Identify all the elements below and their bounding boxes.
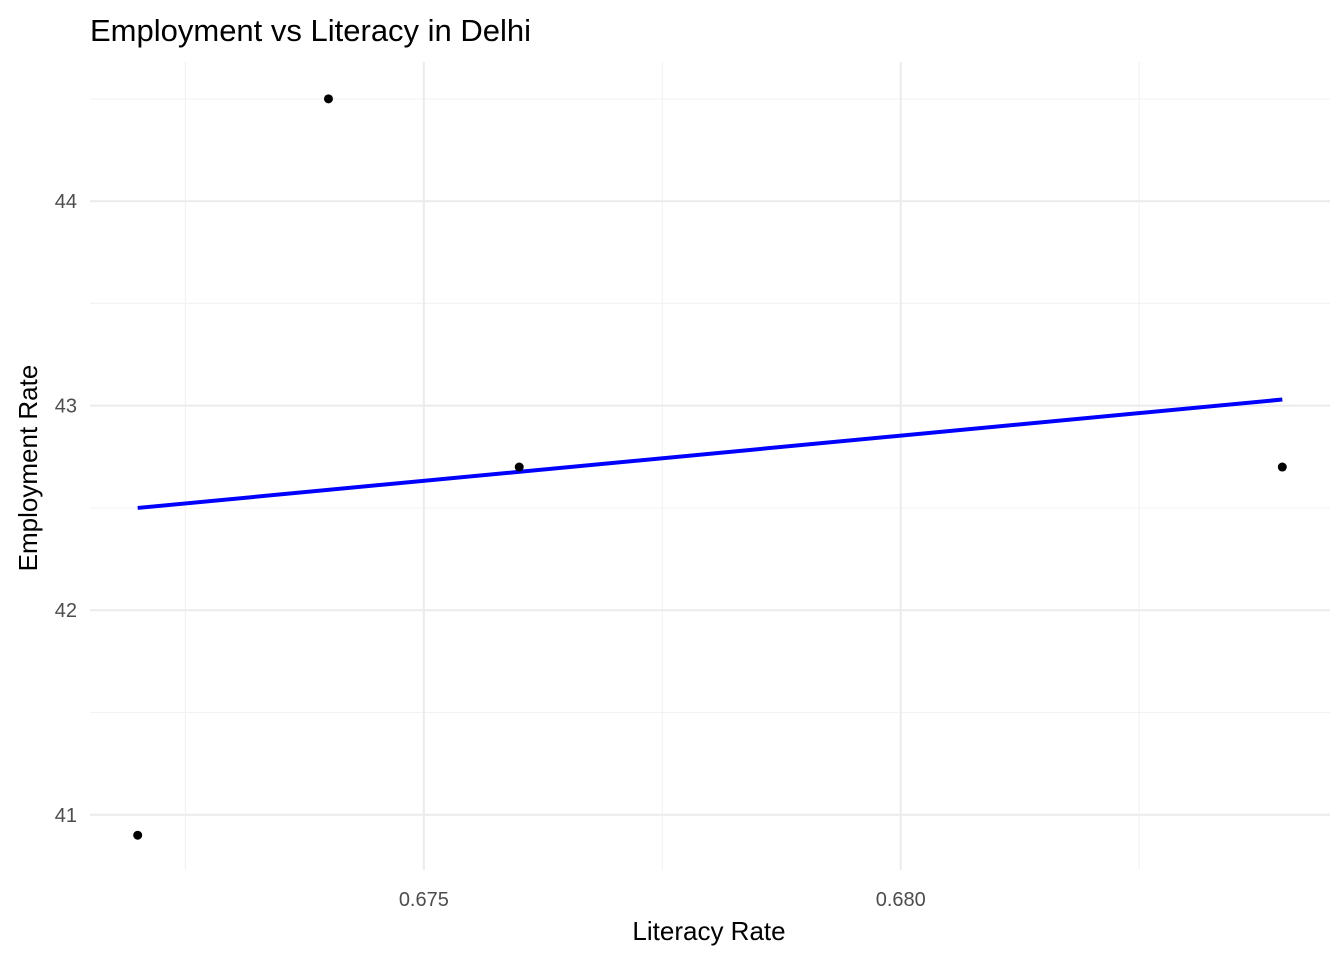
trend-line — [137, 397, 1283, 510]
x-tick-labels: 0.675 0.680 — [399, 889, 926, 911]
data-point-1 — [323, 94, 333, 104]
y-tick-label-2: 43 — [55, 396, 77, 418]
chart-title: Employment vs Literacy in Delhi — [90, 13, 531, 48]
major-gridlines — [90, 62, 1330, 870]
x-tick-label-0: 0.675 — [399, 889, 449, 911]
x-axis-title: Literacy Rate — [632, 916, 785, 946]
data-point-3 — [1277, 462, 1287, 472]
points-layer — [133, 94, 1287, 840]
data-point-0 — [133, 830, 143, 840]
y-axis-title: Employment Rate — [13, 365, 43, 572]
y-tick-label-3: 44 — [55, 191, 77, 213]
trend-line-layer — [137, 397, 1283, 510]
minor-gridlines — [90, 62, 1330, 870]
y-tick-label-0: 41 — [55, 805, 77, 827]
x-tick-label-1: 0.680 — [876, 889, 926, 911]
data-point-2 — [514, 462, 524, 472]
y-tick-labels: 41 42 43 44 — [55, 191, 77, 827]
y-tick-label-1: 42 — [55, 600, 77, 622]
